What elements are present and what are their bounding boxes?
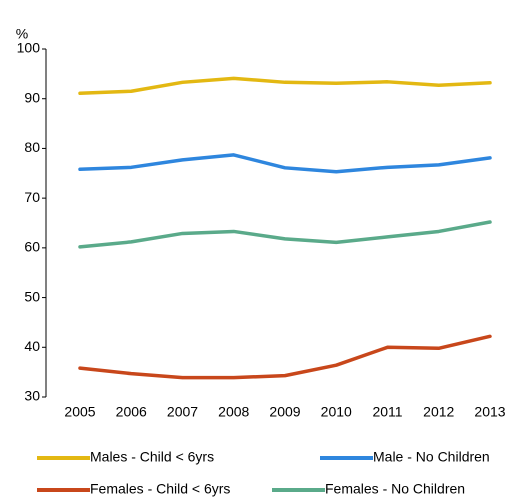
y-tick-label: 80 bbox=[24, 139, 40, 155]
legend-label: Females - Child < 6yrs bbox=[90, 481, 230, 497]
series-line bbox=[78, 76, 492, 95]
y-tick-label: 30 bbox=[24, 388, 40, 404]
y-tick-label: 70 bbox=[24, 189, 40, 205]
y-tick-label: 100 bbox=[17, 40, 41, 56]
series-line bbox=[78, 153, 492, 174]
series-line bbox=[78, 334, 492, 380]
x-tick-label: 2005 bbox=[64, 404, 95, 420]
legend-label: Male - No Children bbox=[373, 449, 490, 465]
x-tick-label: 2012 bbox=[423, 404, 454, 420]
legend-label: Males - Child < 6yrs bbox=[90, 449, 214, 465]
x-tick-label: 2013 bbox=[474, 404, 505, 420]
y-tick-label: 90 bbox=[24, 89, 40, 105]
legend-label: Females - No Children bbox=[325, 481, 465, 497]
y-tick-label: 40 bbox=[24, 338, 40, 354]
x-tick-label: 2009 bbox=[269, 404, 300, 420]
y-axis-label: % bbox=[16, 26, 28, 42]
x-tick-label: 2007 bbox=[167, 404, 198, 420]
x-tick-label: 2006 bbox=[116, 404, 147, 420]
x-tick-label: 2010 bbox=[321, 404, 352, 420]
x-tick-label: 2011 bbox=[372, 404, 402, 420]
y-tick-label: 60 bbox=[24, 239, 40, 255]
series-line bbox=[78, 220, 492, 249]
y-tick-label: 50 bbox=[24, 288, 40, 304]
x-tick-label: 2008 bbox=[218, 404, 249, 420]
